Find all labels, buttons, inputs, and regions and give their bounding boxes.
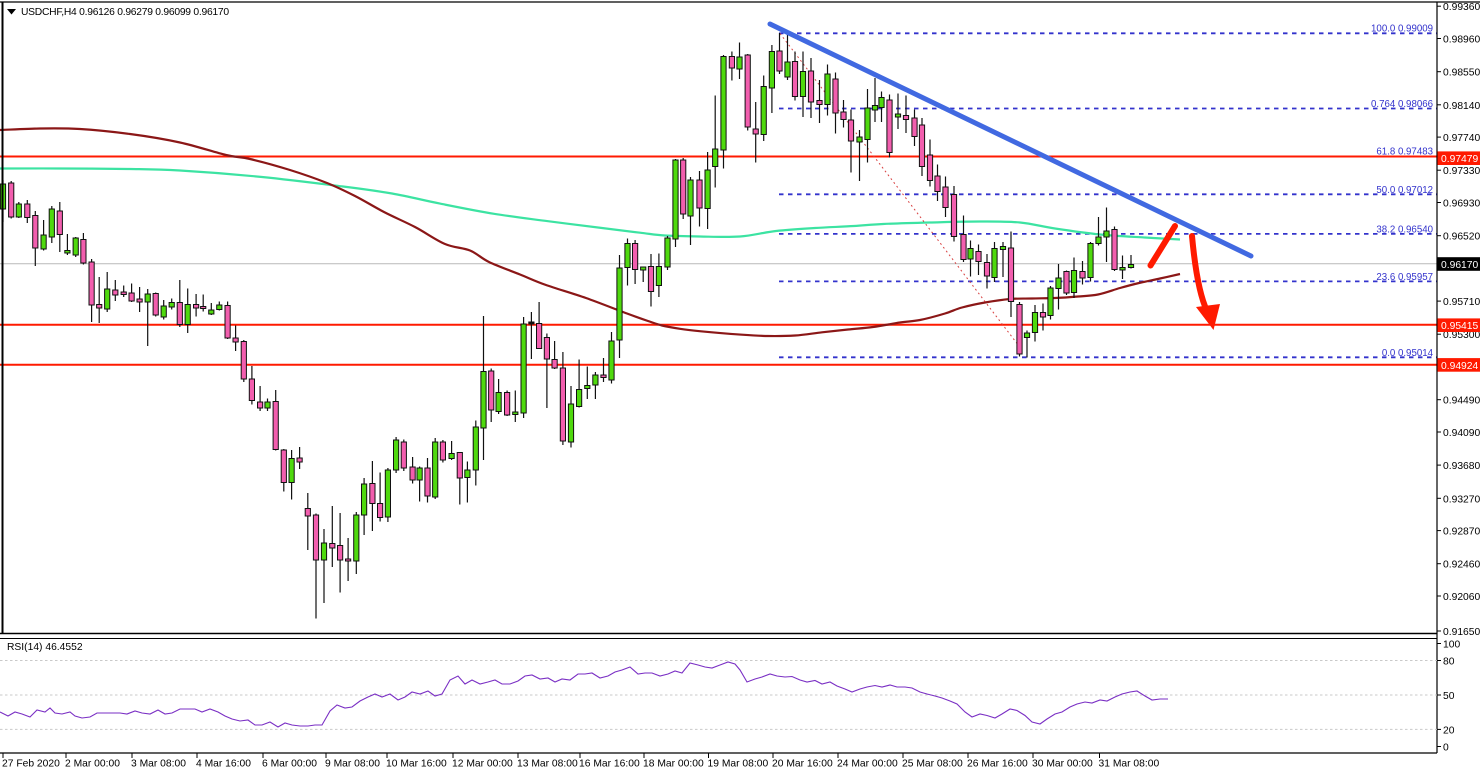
svg-text:6 Mar 00:00: 6 Mar 00:00	[262, 759, 317, 770]
svg-text:0.93680: 0.93680	[1443, 461, 1480, 472]
svg-text:0.96520: 0.96520	[1443, 232, 1480, 243]
svg-text:0.96170: 0.96170	[1441, 260, 1478, 271]
svg-text:20: 20	[1443, 725, 1455, 736]
svg-text:0.98550: 0.98550	[1443, 68, 1480, 79]
svg-text:31 Mar 08:00: 31 Mar 08:00	[1099, 759, 1160, 770]
svg-text:27 Feb 2020: 27 Feb 2020	[2, 759, 60, 770]
svg-text:100: 100	[1443, 640, 1460, 651]
svg-text:4 Mar 16:00: 4 Mar 16:00	[196, 759, 251, 770]
svg-text:9 Mar 08:00: 9 Mar 08:00	[325, 759, 380, 770]
svg-text:24 Mar 00:00: 24 Mar 00:00	[837, 759, 898, 770]
svg-text:0.94090: 0.94090	[1443, 428, 1480, 439]
svg-text:50.0 0.97012: 50.0 0.97012	[1376, 185, 1433, 196]
svg-text:USDCHF,H4 0.96126 0.96279 0.9: USDCHF,H4 0.96126 0.96279 0.96099 0.9617…	[21, 7, 229, 18]
svg-text:RSI(14) 46.4552: RSI(14) 46.4552	[7, 642, 83, 653]
svg-text:0.95710: 0.95710	[1443, 297, 1480, 308]
svg-text:26 Mar 16:00: 26 Mar 16:00	[967, 759, 1028, 770]
svg-text:30 Mar 00:00: 30 Mar 00:00	[1032, 759, 1093, 770]
svg-text:0.97479: 0.97479	[1441, 154, 1478, 165]
svg-text:0.92460: 0.92460	[1443, 560, 1480, 571]
svg-text:0.97740: 0.97740	[1443, 133, 1480, 144]
svg-text:0.94924: 0.94924	[1441, 361, 1478, 372]
svg-text:12 Mar 00:00: 12 Mar 00:00	[452, 759, 513, 770]
svg-text:13 Mar 08:00: 13 Mar 08:00	[517, 759, 578, 770]
svg-text:0.764 0.98066: 0.764 0.98066	[1371, 99, 1433, 110]
svg-text:0.93270: 0.93270	[1443, 494, 1480, 505]
svg-text:3 Mar 08:00: 3 Mar 08:00	[131, 759, 186, 770]
svg-text:23.6 0.95957: 23.6 0.95957	[1376, 272, 1433, 283]
svg-text:100.0 0.99009: 100.0 0.99009	[1371, 24, 1433, 35]
svg-text:38.2 0.96540: 38.2 0.96540	[1376, 225, 1433, 236]
svg-text:0.97330: 0.97330	[1443, 166, 1480, 177]
svg-text:20 Mar 16:00: 20 Mar 16:00	[772, 759, 833, 770]
svg-text:0.98140: 0.98140	[1443, 101, 1480, 112]
svg-text:2 Mar 00:00: 2 Mar 00:00	[65, 759, 120, 770]
svg-text:0.92870: 0.92870	[1443, 527, 1480, 538]
svg-text:0.94490: 0.94490	[1443, 396, 1480, 407]
svg-text:0.98960: 0.98960	[1443, 35, 1480, 46]
svg-text:0.99360: 0.99360	[1443, 2, 1480, 13]
svg-text:18 Mar 00:00: 18 Mar 00:00	[643, 759, 704, 770]
svg-text:0.95415: 0.95415	[1441, 321, 1478, 332]
svg-text:25 Mar 08:00: 25 Mar 08:00	[902, 759, 963, 770]
svg-text:80: 80	[1443, 657, 1455, 668]
svg-text:0.91650: 0.91650	[1443, 627, 1480, 638]
svg-text:0.0 0.95014: 0.0 0.95014	[1382, 348, 1434, 359]
svg-text:0.96930: 0.96930	[1443, 199, 1480, 210]
svg-text:10 Mar 16:00: 10 Mar 16:00	[386, 759, 447, 770]
svg-text:0.92060: 0.92060	[1443, 592, 1480, 603]
svg-text:0: 0	[1443, 743, 1449, 754]
svg-text:19 Mar 08:00: 19 Mar 08:00	[708, 759, 769, 770]
svg-text:61.8 0.97483: 61.8 0.97483	[1376, 147, 1433, 158]
svg-text:16 Mar 16:00: 16 Mar 16:00	[579, 759, 640, 770]
svg-text:50: 50	[1443, 691, 1455, 702]
